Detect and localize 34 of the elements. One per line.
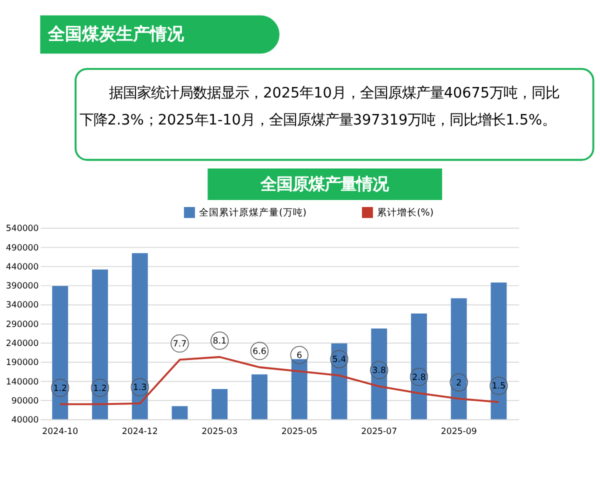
data-label: 7.7 (172, 339, 187, 350)
y-tick-label: 40000 (11, 416, 39, 426)
data-label: 2.8 (412, 372, 426, 383)
text: 全国煤炭生产情况 (46, 24, 185, 44)
data-label: 1.5 (492, 382, 506, 392)
data-label: 6.6 (252, 346, 266, 357)
y-tick-label: 390000 (6, 282, 39, 292)
data-label: 1.2 (93, 384, 107, 394)
legend-label: 全国累计原煤产量(万吨) (199, 206, 306, 218)
y-tick-label: 290000 (6, 320, 39, 330)
legend-label: 累计增长(%) (377, 206, 434, 218)
y-tick-label: 190000 (6, 358, 39, 368)
y-tick-label: 90000 (11, 396, 39, 406)
x-tick-label: 2025-09 (440, 427, 477, 438)
y-tick-label: 340000 (6, 300, 39, 311)
x-tick-label: 2025-03 (202, 427, 238, 438)
y-tick-label: 140000 (6, 377, 39, 388)
data-label: 2 (456, 378, 462, 388)
x-tick-label: 2024-10 (42, 427, 78, 438)
data-label: 1.2 (53, 384, 67, 394)
y-tick-label: 240000 (6, 338, 39, 349)
x-tick-label: 2025-05 (281, 427, 318, 438)
y-tick-label: 490000 (6, 243, 39, 254)
data-label: 5.4 (332, 355, 346, 366)
x-tick-label: 2024-12 (122, 427, 158, 438)
data-label: 1.3 (133, 383, 147, 394)
y-tick-label: 540000 (6, 224, 39, 234)
y-tick-label: 440000 (6, 262, 39, 272)
data-label: 6 (296, 350, 302, 361)
data-label: 8.1 (212, 336, 226, 347)
text: 据国家统计局数据显示，2025年10月，全国原煤产量40675万吨，同比下降2.3%；2025年1-10月，全国原煤产量397319万吨，同比增长1.5%。 (79, 86, 560, 128)
x-tick-label: 2025-07 (361, 427, 398, 438)
data-label: 3.8 (372, 366, 386, 376)
chart-title: 全国原煤产量情况 (259, 174, 390, 194)
